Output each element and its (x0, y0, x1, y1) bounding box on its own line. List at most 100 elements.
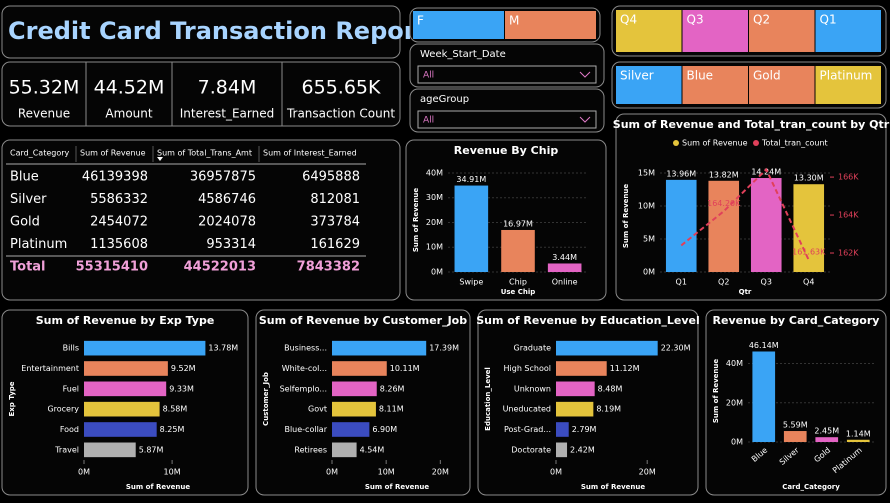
y-tick-label: 10M (638, 202, 655, 211)
y-axis-label: Sum of Revenue (712, 359, 720, 423)
line (680, 167, 810, 261)
bar (665, 179, 697, 272)
report-title: Credit Card Transaction Report (8, 17, 427, 45)
slicer-button[interactable] (749, 66, 815, 104)
x-tick-label: Q1 (676, 278, 687, 287)
table-panel (1, 139, 401, 301)
data-label: 16.97M (503, 219, 533, 228)
data-label: 46.14M (749, 341, 779, 350)
slicer-button[interactable] (616, 10, 682, 52)
y-tick-label: Blue-collar (284, 425, 327, 434)
bar (84, 422, 157, 437)
dropdown-label: ageGroup (420, 94, 469, 105)
bar (332, 361, 387, 376)
table-cell: 812081 (310, 192, 360, 207)
line-label: 161.63K (792, 248, 826, 257)
x-tick-label: 10M (378, 468, 395, 477)
y-tick-label: Food (60, 425, 79, 434)
y-tick-label: 40M (726, 359, 743, 368)
slicer-button[interactable] (413, 11, 504, 39)
y-tick-label: 5M (643, 235, 655, 244)
table-cell: Gold (10, 215, 40, 230)
bar (556, 422, 569, 437)
y-tick-label: Grocery (47, 405, 79, 414)
dropdown-box[interactable] (417, 110, 597, 129)
x-tick-label: Online (552, 278, 578, 287)
y2-tick-label: 162K (838, 249, 859, 258)
bar (556, 401, 594, 417)
legend-label: Sum of Revenue (682, 139, 748, 148)
table-cell: Blue (10, 170, 39, 185)
slicer-option: Platinum (820, 69, 873, 83)
y-axis-label: Sum of Revenue (412, 188, 420, 252)
dropdown-box[interactable] (417, 65, 597, 84)
chart-title: Sum of Revenue by Customer_Job (259, 314, 467, 327)
x-axis-label: Sum of Revenue (365, 483, 429, 491)
bar (752, 351, 776, 442)
bar (332, 422, 370, 437)
y-tick-label: 0M (643, 268, 655, 277)
kpi-label: Revenue (18, 107, 70, 121)
legend-marker (753, 140, 759, 146)
y-tick-label: Uneducated (503, 405, 551, 414)
y-tick-label: 20M (426, 218, 443, 227)
slicer-option: Silver (620, 69, 654, 83)
table-header: Sum of Revenue (80, 149, 146, 158)
y-tick-label: Retirees (294, 445, 327, 454)
slicer-option: Gold (753, 69, 781, 83)
data-label: 2.45M (814, 427, 839, 436)
bar (84, 442, 136, 458)
slicer-option: F (417, 14, 424, 28)
data-label: 8.25M (160, 425, 185, 434)
kpi-value: 44.52M (94, 77, 165, 99)
data-label: 8.26M (380, 384, 405, 393)
slicer-button[interactable] (682, 10, 749, 52)
bar (556, 442, 568, 458)
slicer-button[interactable] (682, 66, 749, 104)
x-tick-label: Q3 (761, 278, 772, 287)
table-header: Sum of Total_Trans_Amt (157, 149, 252, 158)
bar (332, 401, 376, 417)
slicer-button[interactable] (815, 66, 882, 104)
table-cell: 4586746 (198, 192, 256, 207)
data-label: 13.30M (794, 174, 824, 183)
x-tick-label: 20M (639, 468, 656, 477)
x-tick-label: 10M (164, 468, 181, 477)
data-label: 1.14M (846, 429, 871, 438)
table-header: Card_Category (10, 149, 70, 158)
slicer-button[interactable] (616, 66, 682, 104)
y-tick-label: 0M (731, 438, 743, 447)
x-tick-label: Chip (509, 278, 527, 287)
table-cell: 5586332 (90, 192, 148, 207)
data-label: 14.24M (751, 168, 781, 177)
bar (332, 340, 427, 356)
slicer-button[interactable] (505, 11, 596, 39)
y-tick-label: 30M (426, 193, 443, 202)
x-tick-label: Swipe (459, 278, 483, 287)
data-label: 22.30M (661, 344, 691, 353)
data-label: 2.42M (570, 445, 595, 454)
y-tick-label: Unknown (514, 384, 551, 393)
x-tick-label: 0M (550, 468, 562, 477)
slicer-button[interactable] (815, 10, 882, 52)
y-tick-label: Post-Grad... (504, 425, 551, 434)
bar (846, 439, 870, 442)
y-tick-label: White-col... (282, 364, 327, 373)
data-label: 2.79M (572, 425, 597, 434)
y-tick-label: Entertainment (21, 364, 79, 373)
bar (84, 361, 168, 376)
slicer-button[interactable] (749, 10, 815, 52)
y-axis-label: Exp Type (8, 381, 16, 416)
table-cell: 953314 (206, 237, 256, 252)
y-tick-label: 15M (638, 169, 655, 178)
bar (556, 340, 658, 356)
table-cell: 6495888 (302, 170, 360, 185)
table-cell: 373784 (310, 215, 360, 230)
dropdown-value: All (423, 71, 434, 81)
legend-marker (673, 140, 679, 146)
bar (547, 263, 582, 272)
legend-label: Total_tran_count (761, 139, 828, 148)
table-total-cell: 44522013 (184, 260, 256, 275)
x-tick-label: Q2 (718, 278, 729, 287)
